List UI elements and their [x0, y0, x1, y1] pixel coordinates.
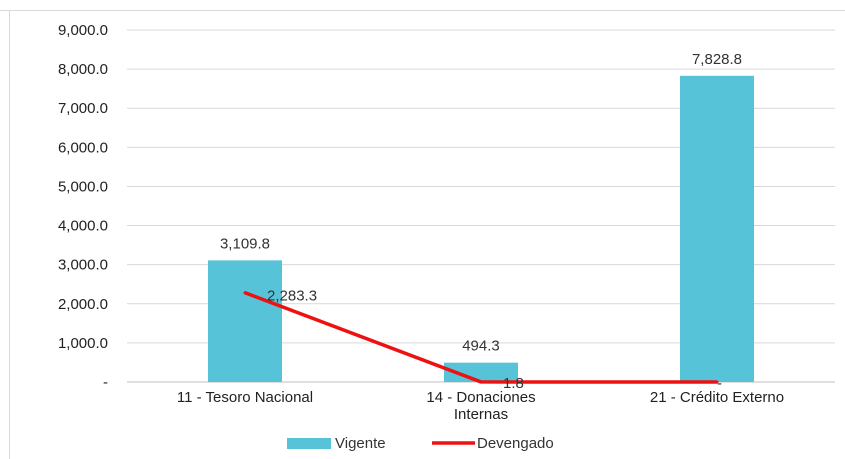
x-tick-label: 21 - Crédito Externo [650, 389, 784, 406]
legend-label-devengado: Devengado [477, 435, 554, 452]
bar [208, 260, 282, 382]
legend-swatch-vigente [287, 438, 331, 449]
bar [680, 75, 754, 382]
y-tick-label: 6,000.0 [58, 139, 108, 156]
bar-data-label: 494.3 [462, 338, 500, 355]
line-data-label: - [717, 375, 722, 392]
line-data-label: 2,283.3 [267, 288, 317, 305]
y-tick-label: 9,000.0 [58, 22, 108, 39]
y-tick-label: 2,000.0 [58, 296, 108, 313]
x-tick-label: Internas [454, 406, 508, 423]
y-tick-label: - [103, 374, 108, 391]
line-point [479, 380, 483, 384]
chart-border-left [9, 10, 10, 459]
line-data-label: 1.8 [503, 375, 524, 392]
y-tick-label: 7,000.0 [58, 100, 108, 117]
y-tick-label: 3,000.0 [58, 257, 108, 274]
y-tick-label: 8,000.0 [58, 61, 108, 78]
bar-data-label: 3,109.8 [220, 235, 270, 252]
chart-border-top [0, 10, 845, 11]
bar-data-label: 7,828.8 [692, 51, 742, 68]
x-tick-label: 11 - Tesoro Nacional [177, 389, 313, 406]
line-point [715, 380, 719, 384]
y-tick-label: 4,000.0 [58, 218, 108, 235]
x-tick-label: 14 - Donaciones [426, 389, 535, 406]
bar [444, 362, 518, 382]
y-tick-label: 1,000.0 [58, 335, 108, 352]
y-tick-label: 5,000.0 [58, 178, 108, 195]
line-point [243, 291, 247, 295]
legend-label-vigente: Vigente [335, 435, 386, 452]
